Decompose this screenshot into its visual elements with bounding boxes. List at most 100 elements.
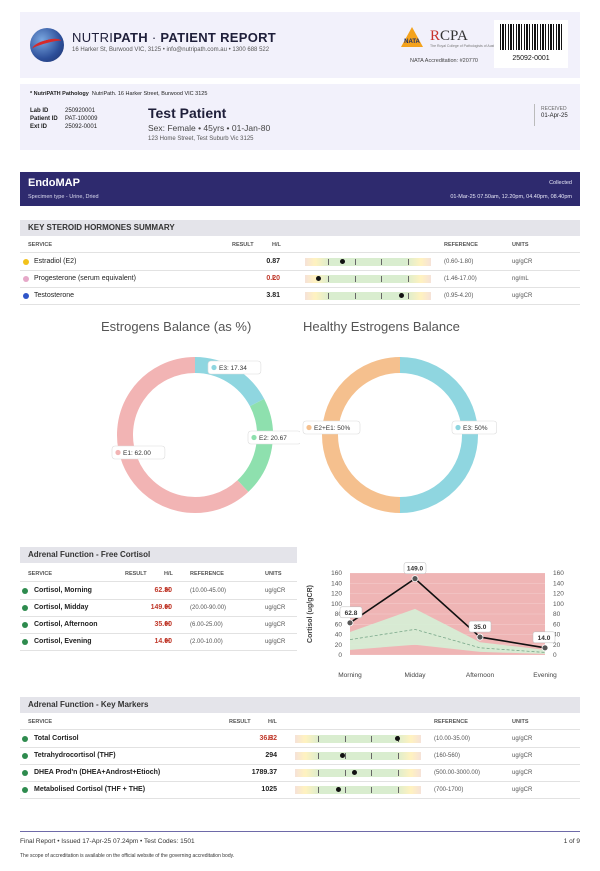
data-label-box — [532, 631, 556, 644]
status-dot-icon — [22, 622, 28, 628]
slice-label: E2+E1: 50% — [302, 420, 361, 435]
gauge-tick — [345, 770, 347, 776]
patient-info: Sex: Female • 45yrs • 01-Jan-80 — [148, 123, 271, 133]
range-gauge — [305, 292, 431, 300]
marker-row: DHEA Prod'n (DHEA+Androst+Etioch) 1789.37… — [20, 765, 580, 782]
divider — [20, 616, 297, 617]
col-hl: H/L — [268, 719, 277, 725]
col-units: UNITS — [512, 719, 529, 725]
cortisol-series-line — [349, 577, 546, 649]
range-gauge — [295, 769, 421, 777]
collected-dates: 01-Mar-25 07.50am, 12.20pm, 04.40pm, 08.… — [450, 194, 572, 200]
y-tick-label-right: 160 — [553, 570, 564, 577]
series-color-dot-icon — [23, 259, 29, 265]
test-band — [20, 172, 580, 206]
divider — [20, 304, 580, 305]
col-units: UNITS — [512, 242, 529, 248]
data-label-box — [339, 606, 363, 619]
gauge-marker — [339, 259, 345, 264]
donut-slice-e3 — [194, 357, 265, 407]
y-tick-label-left: 80 — [335, 611, 343, 618]
donut-slice-e3 — [399, 357, 478, 513]
ext-id: 25092-0001 — [65, 124, 98, 130]
cortisol-chart: 0 0 20 20 40 40 60 60 80 80 100 100 120 120 140 140 160 1… — [307, 562, 564, 679]
reference-range: (700-1700) — [434, 787, 464, 793]
service-name: Total Cortisol — [34, 735, 79, 742]
gauge-tick — [398, 787, 400, 793]
slice-label-text: E3: 17.34 — [219, 365, 247, 372]
range-gauge — [305, 258, 431, 266]
lab-line: * NutriPATH Pathology NutriPath. 16 Hark… — [30, 91, 208, 97]
reference-median-line — [349, 628, 546, 653]
reference-range: (500.00-3000.00) — [434, 770, 481, 776]
units: ug/gCR — [265, 605, 286, 611]
status-dot-icon — [22, 588, 28, 594]
donut-slice-e2e1 — [322, 357, 401, 513]
gauge-tick — [345, 753, 347, 759]
col-result: RESULT — [125, 571, 147, 577]
gauge-tick — [370, 770, 372, 776]
status-dot-icon — [22, 770, 28, 776]
divider — [20, 633, 297, 634]
gauge-marker — [335, 787, 341, 792]
estrogens-chart-title: Estrogens Balance (as %) — [101, 319, 252, 334]
divider — [20, 729, 580, 730]
cortisol-row: Cortisol, Afternoon 35.00 H (6.00-25.00) ug/… — [20, 617, 297, 634]
result-value: 0.20 — [266, 275, 280, 282]
col-result: RESULT — [229, 719, 251, 725]
divider — [20, 599, 297, 600]
divider — [20, 781, 580, 782]
barcode-number: 25092-0001 — [512, 55, 550, 62]
collected-label: Collected — [549, 180, 572, 186]
gauge-tick — [355, 293, 357, 299]
steroid-row: Estradiol (E2) 0.87 (0.60-1.80) ug/gCR — [20, 254, 580, 271]
slice-label-text: E3: 50% — [463, 425, 488, 432]
gauge-tick — [327, 259, 329, 265]
slice-label: E3: 50% — [451, 420, 498, 435]
gauge-tick — [370, 736, 372, 742]
hl-flag: H — [165, 587, 171, 594]
data-label: 149.0 — [407, 566, 424, 573]
healthy-chart-title: Healthy Estrogens Balance — [303, 319, 460, 334]
gauge-tick — [408, 259, 410, 265]
status-dot-icon — [22, 736, 28, 742]
gauge-tick — [408, 293, 410, 299]
service-name: Progesterone (serum equivalent) — [34, 275, 136, 282]
rcpa-logo: RCPA — [430, 28, 468, 44]
hl-flag: H — [165, 604, 171, 611]
rcpa-subtitle: The Royal College of Pathologists of Aus… — [430, 44, 505, 48]
gauge-tick — [345, 736, 347, 742]
series-color-dot-icon — [23, 293, 29, 299]
y-tick-label-right: 120 — [553, 591, 564, 598]
service-name: Testosterone — [34, 292, 75, 299]
steroid-row: Progesterone (serum equivalent) 0.20 L (1.4… — [20, 271, 580, 288]
divider — [20, 747, 580, 748]
col-units: UNITS — [265, 571, 282, 577]
service-name: Metabolised Cortisol (THF + THE) — [34, 786, 146, 793]
gauge-tick — [408, 276, 410, 282]
units: ug/gCR — [265, 588, 286, 594]
gauge-tick — [317, 770, 319, 776]
units: ug/gCR — [512, 770, 533, 776]
gauge-tick — [380, 259, 382, 265]
y-tick-label-right: 140 — [553, 580, 564, 587]
y-tick-label-left: 60 — [335, 621, 343, 628]
healthy-donut: E2+E1: 50% E3: 50% — [302, 357, 498, 513]
slice-label: E2: 20.67 — [247, 430, 300, 445]
x-tick-label: Evening — [533, 672, 557, 679]
gauge-tick — [398, 753, 400, 759]
col-service: SERVICE — [28, 571, 53, 577]
reference-range: (20.00-90.00) — [190, 605, 227, 611]
gauge-tick — [317, 736, 319, 742]
y-tick-label-left: 40 — [335, 632, 343, 639]
gauge-tick — [317, 787, 319, 793]
gauge-tick — [370, 787, 372, 793]
gauge-marker — [339, 753, 345, 758]
marker-row: Metabolised Cortisol (THF + THE) 1025 (700… — [20, 782, 580, 799]
lab-contact: 16 Harker St, Burwood VIC, 3125 • info@n… — [72, 47, 270, 53]
data-label-box — [403, 562, 427, 574]
units: ng/mL — [512, 276, 529, 282]
donut-slice-e1 — [117, 357, 249, 513]
hl-flag: L — [272, 275, 277, 282]
reference-range: (10.00-35.00) — [434, 736, 471, 742]
